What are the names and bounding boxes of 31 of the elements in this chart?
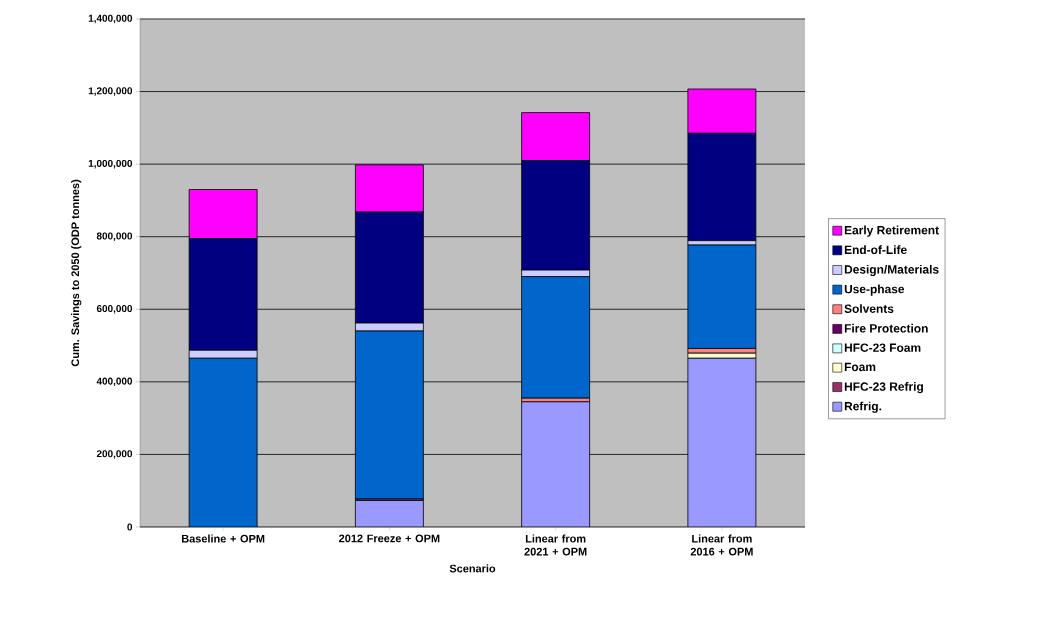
legend-label: Solvents <box>844 304 894 313</box>
legend-label: Fire Protection <box>844 323 928 333</box>
y-tick-label: 1,400,000 <box>88 14 133 24</box>
y-tick-label: 600,000 <box>96 305 133 314</box>
bar <box>521 276 591 399</box>
x-tick-label: Linear from 2016 + OPM <box>690 534 753 556</box>
bar <box>354 330 424 500</box>
y-tick-label: 800,000 <box>96 232 133 241</box>
legend-label: Use-phase <box>844 284 905 296</box>
legend-label: HFC-23 Foam <box>844 343 921 352</box>
y-tick-label: 400,000 <box>96 377 133 387</box>
x-tick-label: Linear from 2021 + OPM <box>524 534 587 556</box>
y-tick-label: 1,200,000 <box>88 87 133 96</box>
y-tick-label: 200,000 <box>96 450 133 459</box>
legend-label: End-of-Life <box>844 245 907 255</box>
y-tick-label: 0 <box>127 523 133 531</box>
legend-label: Refrig. <box>844 401 882 413</box>
legend-label: HFC-23 Refrig <box>844 382 923 394</box>
y-axis-title: Cum. Savings to 2050 (ODP tonnes) <box>71 179 82 367</box>
bar <box>521 401 591 527</box>
bar <box>354 500 424 527</box>
legend-label: Foam <box>844 362 876 372</box>
x-tick-label: Baseline + OPM <box>182 534 265 543</box>
legend-label: Design/Materials <box>844 264 939 277</box>
bar <box>687 244 757 349</box>
x-tick-label: 2012 Freeze + OPM <box>339 534 440 543</box>
bar <box>687 357 757 527</box>
bar <box>188 357 258 527</box>
x-axis-title: Scenario <box>449 564 496 573</box>
legend-label: Early Retirement <box>844 225 939 237</box>
y-tick-label: 1,000,000 <box>88 159 133 169</box>
